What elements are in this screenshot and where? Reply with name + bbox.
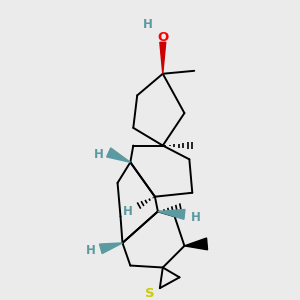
Text: H: H xyxy=(122,205,132,218)
Text: H: H xyxy=(191,211,201,224)
Text: S: S xyxy=(145,286,155,300)
Polygon shape xyxy=(160,42,166,74)
Text: H: H xyxy=(86,244,96,257)
Polygon shape xyxy=(184,238,208,250)
Text: H: H xyxy=(143,18,153,31)
Polygon shape xyxy=(100,243,122,254)
Polygon shape xyxy=(107,148,130,162)
Text: O: O xyxy=(157,31,168,44)
Polygon shape xyxy=(158,209,185,219)
Text: H: H xyxy=(94,148,104,161)
